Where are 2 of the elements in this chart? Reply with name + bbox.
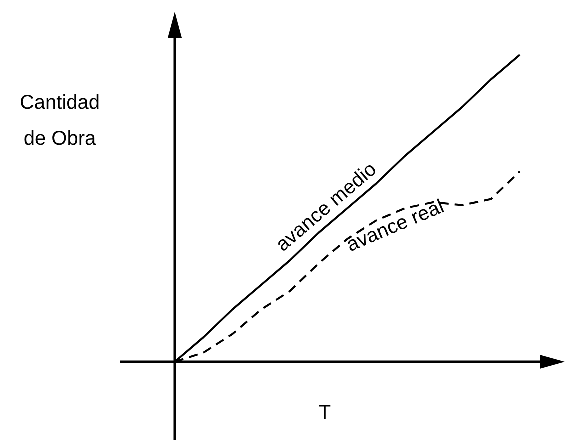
x-axis-title: T [318,401,332,426]
y-axis-title: Cantidad de Obra [18,91,102,152]
